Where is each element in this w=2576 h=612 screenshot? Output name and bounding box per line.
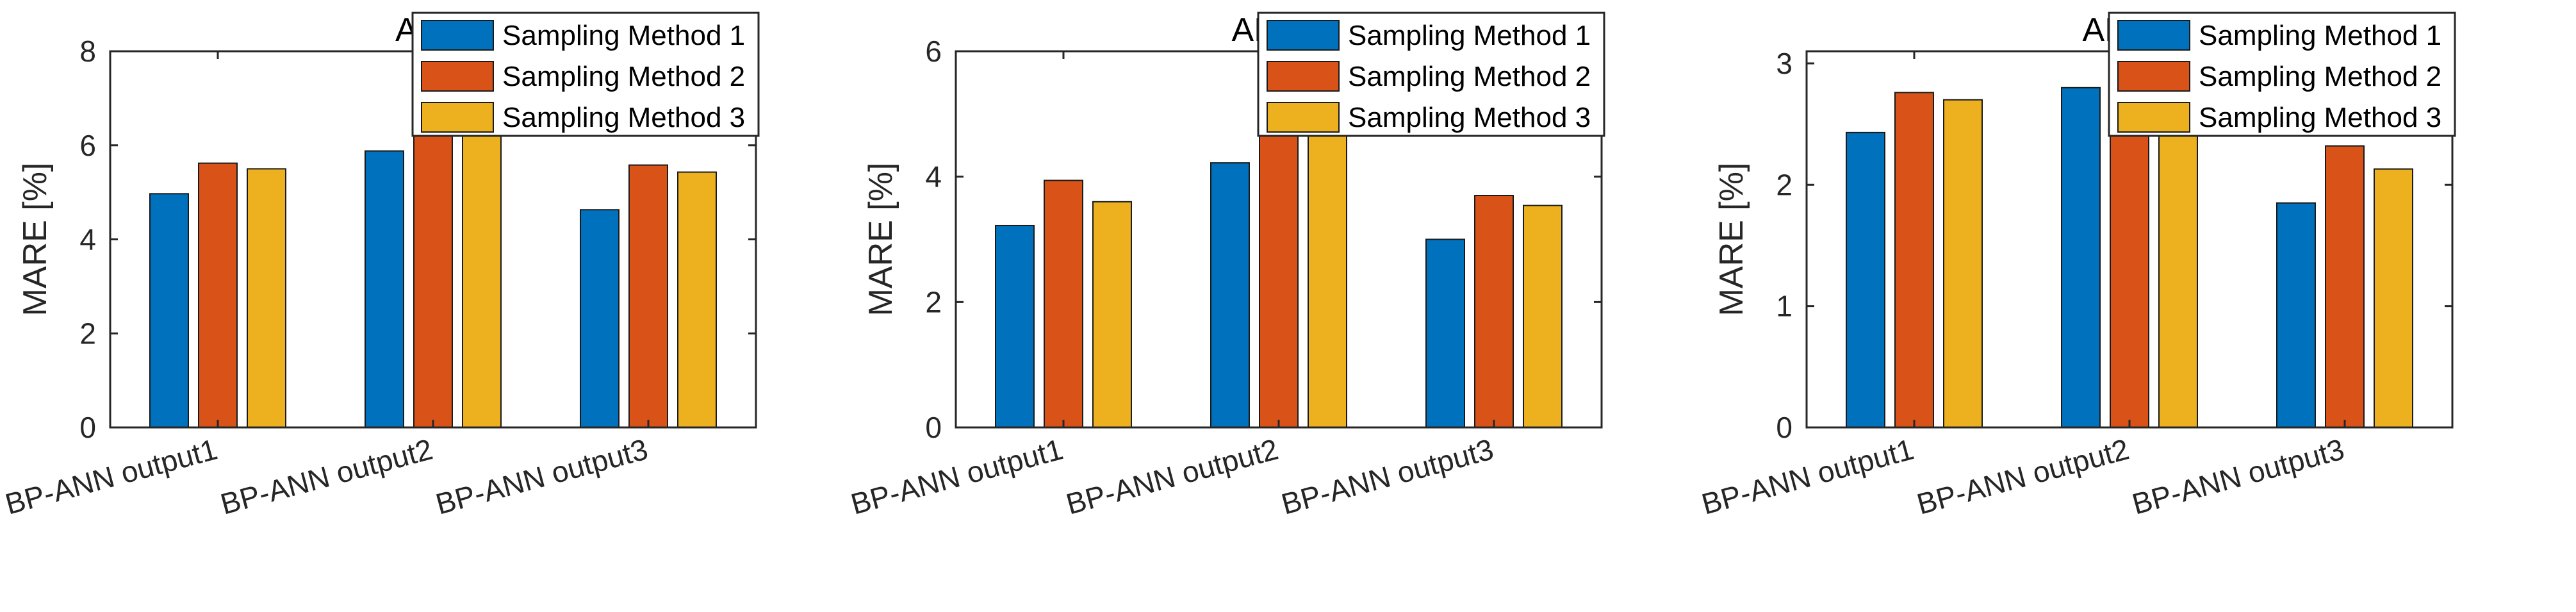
legend-swatch-1 <box>1267 20 1340 51</box>
legend-swatch-1 <box>2117 20 2190 51</box>
legend-label-2: Sampling Method 2 <box>2199 61 2441 92</box>
y-tick-label: 2 <box>925 285 942 318</box>
legend-label-2: Sampling Method 2 <box>502 61 745 92</box>
x-tick-label: BP-ANN output1 <box>2 432 221 520</box>
bar-1-1 <box>995 224 1035 427</box>
bar-3-2 <box>462 109 502 427</box>
y-tick-label: 0 <box>1776 411 1793 444</box>
bar-2-3 <box>1474 195 1514 427</box>
y-tick-label: 4 <box>79 223 96 256</box>
legend-swatch-3 <box>2117 102 2190 133</box>
bar-3-1 <box>247 168 286 427</box>
bar-1-1 <box>1846 131 1885 427</box>
bar-3-3 <box>1523 204 1563 427</box>
y-tick-label: 4 <box>925 160 942 194</box>
y-axis-label: MARE [%] <box>17 163 54 317</box>
bar-1-2 <box>365 150 404 427</box>
x-tick-label: BP-ANN output2 <box>1063 432 1282 520</box>
bar-2-1 <box>1894 92 1934 427</box>
y-axis-label: MARE [%] <box>1713 163 1750 317</box>
legend-label-3: Sampling Method 3 <box>502 102 745 133</box>
bars <box>149 109 717 427</box>
y-tick-label: 3 <box>1776 47 1793 80</box>
bar-3-3 <box>677 171 717 427</box>
bar-2-3 <box>2325 145 2365 427</box>
x-tick-label: BP-ANN output2 <box>1914 432 2133 520</box>
bar-1-3 <box>1425 238 1465 427</box>
x-tick-label: BP-ANN output1 <box>1698 432 1917 520</box>
y-tick-label: 2 <box>79 317 96 350</box>
legend-label-2: Sampling Method 2 <box>1348 61 1591 92</box>
y-tick-label: 2 <box>1776 168 1793 201</box>
legend: Sampling Method 1 Sampling Method 2 Sampli… <box>2108 12 2456 137</box>
x-tick-label: BP-ANN output3 <box>1278 432 1497 520</box>
legend-swatch-2 <box>2117 61 2190 92</box>
bars <box>995 118 1563 427</box>
bar-2-1 <box>1044 179 1083 427</box>
bar-1-3 <box>580 209 619 427</box>
legend-label-1: Sampling Method 1 <box>2199 20 2441 51</box>
bar-3-3 <box>2374 168 2413 427</box>
legend-swatch-2 <box>1267 61 1340 92</box>
bar-2-1 <box>198 162 238 427</box>
y-axis-label: MARE [%] <box>862 163 899 317</box>
legend-label-3: Sampling Method 3 <box>1348 102 1591 133</box>
y-tick-label: 8 <box>79 35 96 68</box>
legend-label-1: Sampling Method 1 <box>1348 20 1591 51</box>
legend: Sampling Method 1 Sampling Method 2 Sampli… <box>1257 12 1605 137</box>
legend-label-3: Sampling Method 3 <box>2199 102 2441 133</box>
x-tick-label: BP-ANN output3 <box>2129 432 2348 520</box>
legend-swatch-1 <box>421 20 494 51</box>
y-tick-label: 6 <box>79 129 96 162</box>
legend-swatch-2 <box>421 61 494 92</box>
legend: Sampling Method 1 Sampling Method 2 Sampli… <box>411 12 760 137</box>
bar-2-3 <box>628 164 668 427</box>
bar-1-1 <box>149 193 189 427</box>
bar-1-3 <box>2276 202 2316 427</box>
y-tick-label: 0 <box>79 411 96 444</box>
legend-swatch-3 <box>1267 102 1340 133</box>
x-tick-label: BP-ANN output1 <box>848 432 1067 520</box>
y-tick-label: 1 <box>1776 290 1793 323</box>
bar-1-2 <box>1210 162 1250 427</box>
y-tick-label: 6 <box>925 35 942 68</box>
bar-3-1 <box>1943 99 1983 427</box>
bar-3-2 <box>1308 130 1347 427</box>
bar-2-2 <box>413 109 453 427</box>
x-tick-label: BP-ANN output2 <box>217 432 436 520</box>
bar-3-1 <box>1092 201 1132 427</box>
legend-swatch-3 <box>421 102 494 133</box>
x-tick-label: BP-ANN output3 <box>432 432 652 520</box>
legend-label-1: Sampling Method 1 <box>502 20 745 51</box>
bar-1-2 <box>2061 87 2101 427</box>
bar-2-2 <box>1259 118 1299 427</box>
y-tick-label: 0 <box>925 411 942 444</box>
